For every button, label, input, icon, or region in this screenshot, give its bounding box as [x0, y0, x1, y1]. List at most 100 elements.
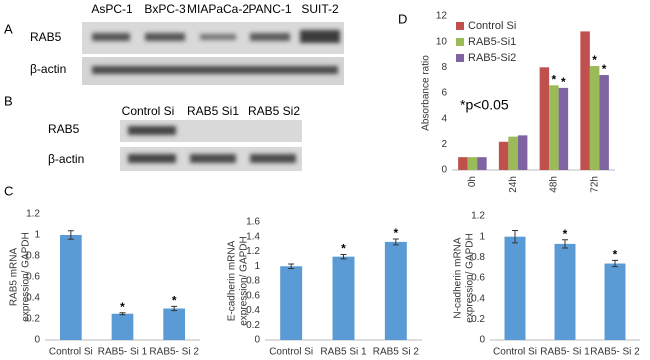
error-bar: [562, 239, 568, 249]
y-tick-label: 1.4: [246, 231, 260, 242]
bar: [163, 308, 186, 340]
bar: [477, 157, 487, 170]
y-tick-label: 1.2: [246, 246, 260, 257]
y-axis-label: Absorbance ratio: [421, 55, 432, 131]
y-axis-label: E-cadherin mRNA: [227, 240, 238, 321]
row-label: RAB5: [48, 122, 80, 136]
y-tick-label: 0.4: [246, 305, 260, 316]
bar: [580, 31, 590, 171]
bar: [458, 157, 468, 170]
row-label: β-actin: [48, 152, 84, 166]
bar: [558, 87, 569, 170]
x-tick-label: RAB5 Si 2: [373, 347, 420, 358]
panel-label: A: [4, 21, 13, 36]
bar: [599, 75, 609, 170]
x-tick-label: RAB5- Si 1: [540, 347, 590, 358]
y-tick-label: 1: [479, 231, 485, 242]
lane-label: Control Si: [122, 104, 175, 118]
x-tick-label: 0h: [467, 176, 478, 187]
x-tick-label: RAB5 Si 1: [320, 347, 367, 358]
significance-mark: *: [341, 242, 346, 256]
bar: [498, 141, 509, 170]
significance-mark: *: [563, 227, 568, 241]
y-tick-label: 0: [34, 335, 40, 346]
error-bar: [288, 263, 295, 269]
legend-swatch: [456, 22, 464, 30]
panel-label: D: [398, 11, 407, 26]
y-tick-label: 8: [441, 62, 447, 73]
x-tick-label: Control Si: [49, 347, 93, 358]
bar: [59, 235, 82, 340]
lane-label: RAB5 Si1: [187, 104, 239, 118]
legend-swatch: [456, 38, 464, 46]
y-tick-label: 1: [34, 230, 40, 241]
y-tick-label: 1.2: [471, 211, 485, 222]
blot-a: [82, 22, 344, 85]
y-tick-label: 0: [479, 335, 485, 346]
y-axis-label: expression/ GAPDH: [465, 233, 476, 322]
error-bar: [612, 259, 618, 268]
significance-mark: *: [602, 62, 607, 76]
y-tick-label: 0.4: [471, 293, 485, 304]
blot-b: [120, 120, 302, 171]
y-axis-label: expression/ GAPDH: [239, 236, 250, 325]
x-tick-label: 72h: [589, 176, 600, 193]
legend-label: Control Si: [468, 20, 516, 32]
bar: [539, 67, 550, 170]
error-bar: [512, 229, 518, 244]
legend-label: RAB5-Si2: [468, 52, 516, 64]
y-tick-label: 1: [254, 261, 260, 272]
panel-label: C: [4, 183, 13, 198]
y-tick-label: 0.6: [246, 290, 260, 301]
y-tick-label: 10: [436, 36, 448, 47]
bar: [604, 263, 626, 340]
x-tick-label: 24h: [508, 176, 519, 193]
bar: [508, 136, 518, 170]
error-bar: [171, 305, 178, 312]
significance-mark: *: [561, 75, 566, 89]
row-label: RAB5: [30, 30, 62, 44]
x-tick-label: Control Si: [493, 347, 537, 358]
significance-mark: *: [120, 300, 125, 314]
bar: [384, 241, 407, 340]
y-tick-label: 2: [441, 139, 447, 150]
x-tick-label: RAB5- Si 1: [98, 347, 148, 358]
significance-mark: *: [552, 72, 557, 86]
y-tick-label: 0.6: [26, 272, 40, 283]
y-tick-label: 0.2: [26, 314, 40, 325]
y-tick-label: 0.6: [471, 273, 485, 284]
significance-mark: *: [172, 294, 177, 308]
bar: [467, 157, 478, 170]
y-tick-label: 0.8: [246, 276, 260, 287]
legend-swatch: [456, 54, 464, 62]
y-tick-label: 4: [441, 113, 447, 124]
y-tick-label: 0: [441, 165, 447, 176]
y-tick-label: 1.2: [26, 209, 40, 220]
y-axis-label: N-cadherin mRNA: [453, 237, 464, 318]
error-bar: [340, 253, 347, 260]
bar: [549, 85, 559, 170]
y-tick-label: 1.6: [246, 217, 260, 228]
bar: [517, 135, 528, 170]
error-bar: [119, 312, 126, 316]
significance-mark: *: [613, 248, 618, 262]
y-axis-label: RAB5 mRNA: [9, 248, 20, 307]
y-tick-label: 0.2: [471, 314, 485, 325]
bar: [504, 236, 526, 340]
significance-mark: *: [393, 226, 398, 240]
y-tick-label: 12: [436, 11, 448, 22]
x-tick-label: RAB5- Si 2: [590, 347, 640, 358]
x-tick-label: Control Si: [269, 347, 313, 358]
lane-label: RAB5 Si2: [248, 104, 300, 118]
annotation: *p<0.05: [460, 97, 509, 113]
lane-label: PANC-1: [248, 2, 291, 16]
bar: [589, 66, 600, 170]
y-tick-label: 6: [441, 88, 447, 99]
bar: [332, 256, 355, 340]
bar: [554, 243, 576, 340]
y-tick-label: 0.2: [246, 320, 260, 331]
row-label: β-actin: [30, 62, 66, 76]
lane-label: BxPC-3: [144, 2, 186, 16]
lane-label: SUIT-2: [301, 2, 339, 16]
